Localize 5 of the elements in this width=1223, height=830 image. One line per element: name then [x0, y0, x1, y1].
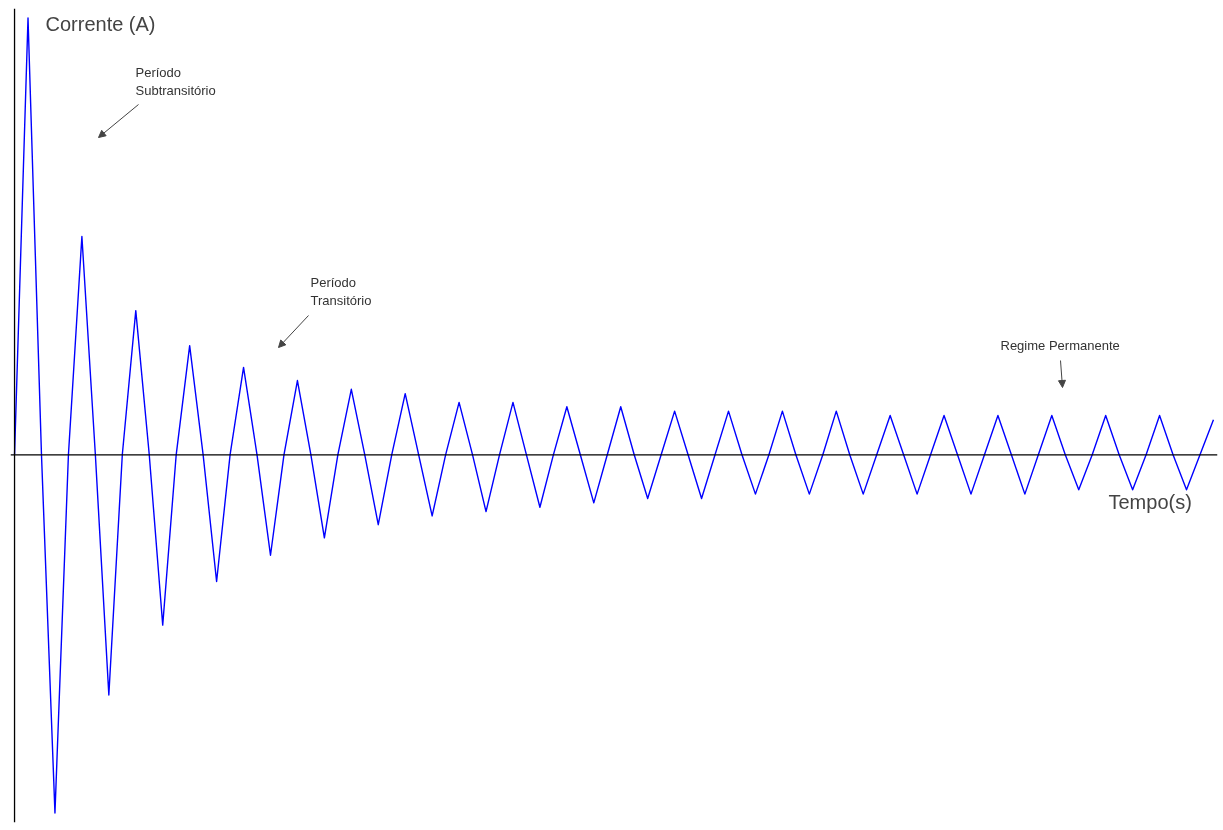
annotation: Regime Permanente [1000, 337, 1120, 353]
annotation: Período Transitório [310, 274, 372, 308]
annotation: Período Subtransitório [135, 64, 216, 98]
y-axis-title: Corrente (A) [45, 12, 156, 35]
x-axis-title: Tempo(s) [1108, 490, 1192, 513]
